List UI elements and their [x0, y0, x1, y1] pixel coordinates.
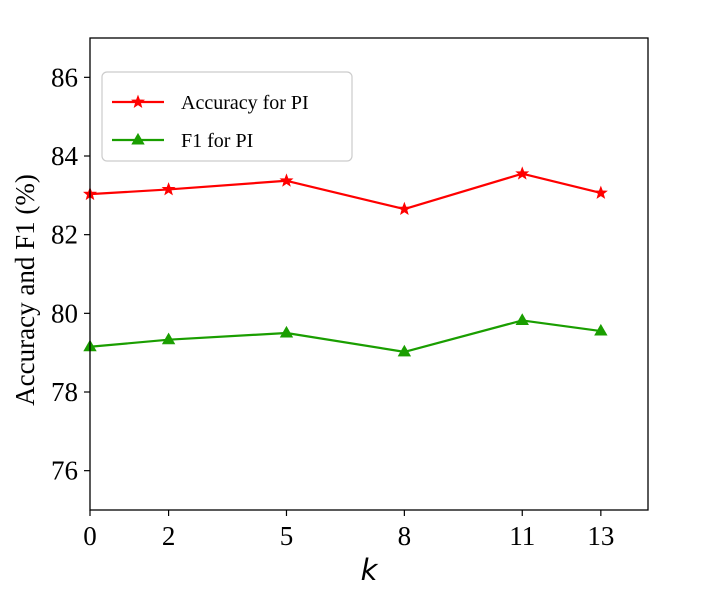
data-point-1-3 [397, 344, 412, 357]
x-tick-label-0: 0 [83, 521, 97, 551]
plot-area: 76 78 80 82 84 86 0 2 5 8 11 13 [51, 37, 649, 551]
series-line-0 [89, 172, 602, 211]
y-axis-label: Accuracy and F1 (%) [10, 174, 40, 406]
y-tick-label-0: 76 [51, 456, 78, 486]
x-tick-label-4: 11 [509, 521, 535, 551]
axes-frame [89, 37, 649, 511]
legend-label-accuracy: Accuracy for PI [181, 92, 309, 114]
data-point-0-3 [397, 201, 412, 216]
legend-label-f1: F1 for PI [181, 130, 253, 152]
legend-marker-star-icon [131, 94, 145, 108]
data-point-0-4 [515, 166, 530, 180]
x-axis-label: k [361, 553, 379, 587]
data-point-0-5 [593, 185, 608, 199]
y-tick-label-1: 78 [51, 377, 78, 407]
y-tick-label-5: 86 [51, 62, 78, 92]
x-tick-label-2: 5 [280, 521, 294, 551]
data-point-0-1 [161, 182, 176, 196]
data-point-1-2 [279, 325, 294, 338]
y-tick-label-2: 80 [51, 298, 78, 328]
legend-marker-1 [131, 132, 145, 145]
data-point-1-4 [515, 313, 529, 325]
legend-marker-0 [131, 94, 145, 108]
data-point-1-1 [161, 332, 176, 345]
series-line-1 [89, 319, 601, 353]
legend: Accuracy for PI F1 for PI [101, 71, 353, 162]
data-point-0-2 [279, 173, 294, 187]
legend-box [101, 71, 353, 162]
x-tick-label-1: 2 [162, 521, 176, 551]
legend-marker-triangle-icon [131, 132, 145, 145]
x-tick-label-3: 8 [398, 521, 412, 551]
x-tick-label-5: 13 [587, 521, 614, 551]
data-point-1-5 [594, 323, 608, 336]
y-tick-label-4: 84 [51, 141, 79, 171]
y-tick-label-3: 82 [51, 220, 78, 250]
